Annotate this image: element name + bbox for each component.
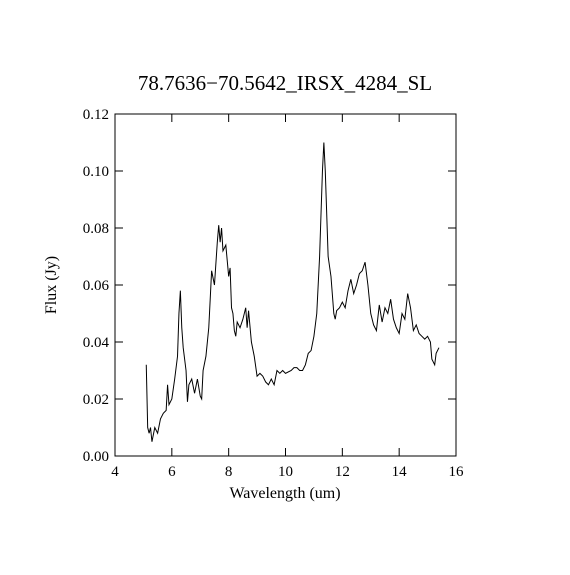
x-axis-label: Wavelength (um) <box>229 485 340 502</box>
y-axis-label: Flux (Jy) <box>43 256 60 314</box>
y-tick-label: 0.10 <box>83 164 109 180</box>
x-tick-label: 16 <box>449 464 465 480</box>
x-tick-label: 8 <box>225 464 233 480</box>
x-tick-label: 12 <box>335 464 350 480</box>
y-tick-label: 0.06 <box>83 278 110 294</box>
y-tick-label: 0.12 <box>83 107 109 123</box>
chart-title: 78.7636−70.5642_IRSX_4284_SL <box>138 71 432 95</box>
x-tick-label: 14 <box>392 464 408 480</box>
x-tick-label: 6 <box>168 464 176 480</box>
y-tick-label: 0.00 <box>83 449 109 465</box>
y-tick-label: 0.08 <box>83 221 109 237</box>
spectrum-line <box>145 142 440 442</box>
y-tick-label: 0.02 <box>83 392 109 408</box>
x-tick-label: 4 <box>111 464 119 480</box>
y-tick-label: 0.04 <box>83 335 110 351</box>
x-tick-label: 10 <box>278 464 293 480</box>
